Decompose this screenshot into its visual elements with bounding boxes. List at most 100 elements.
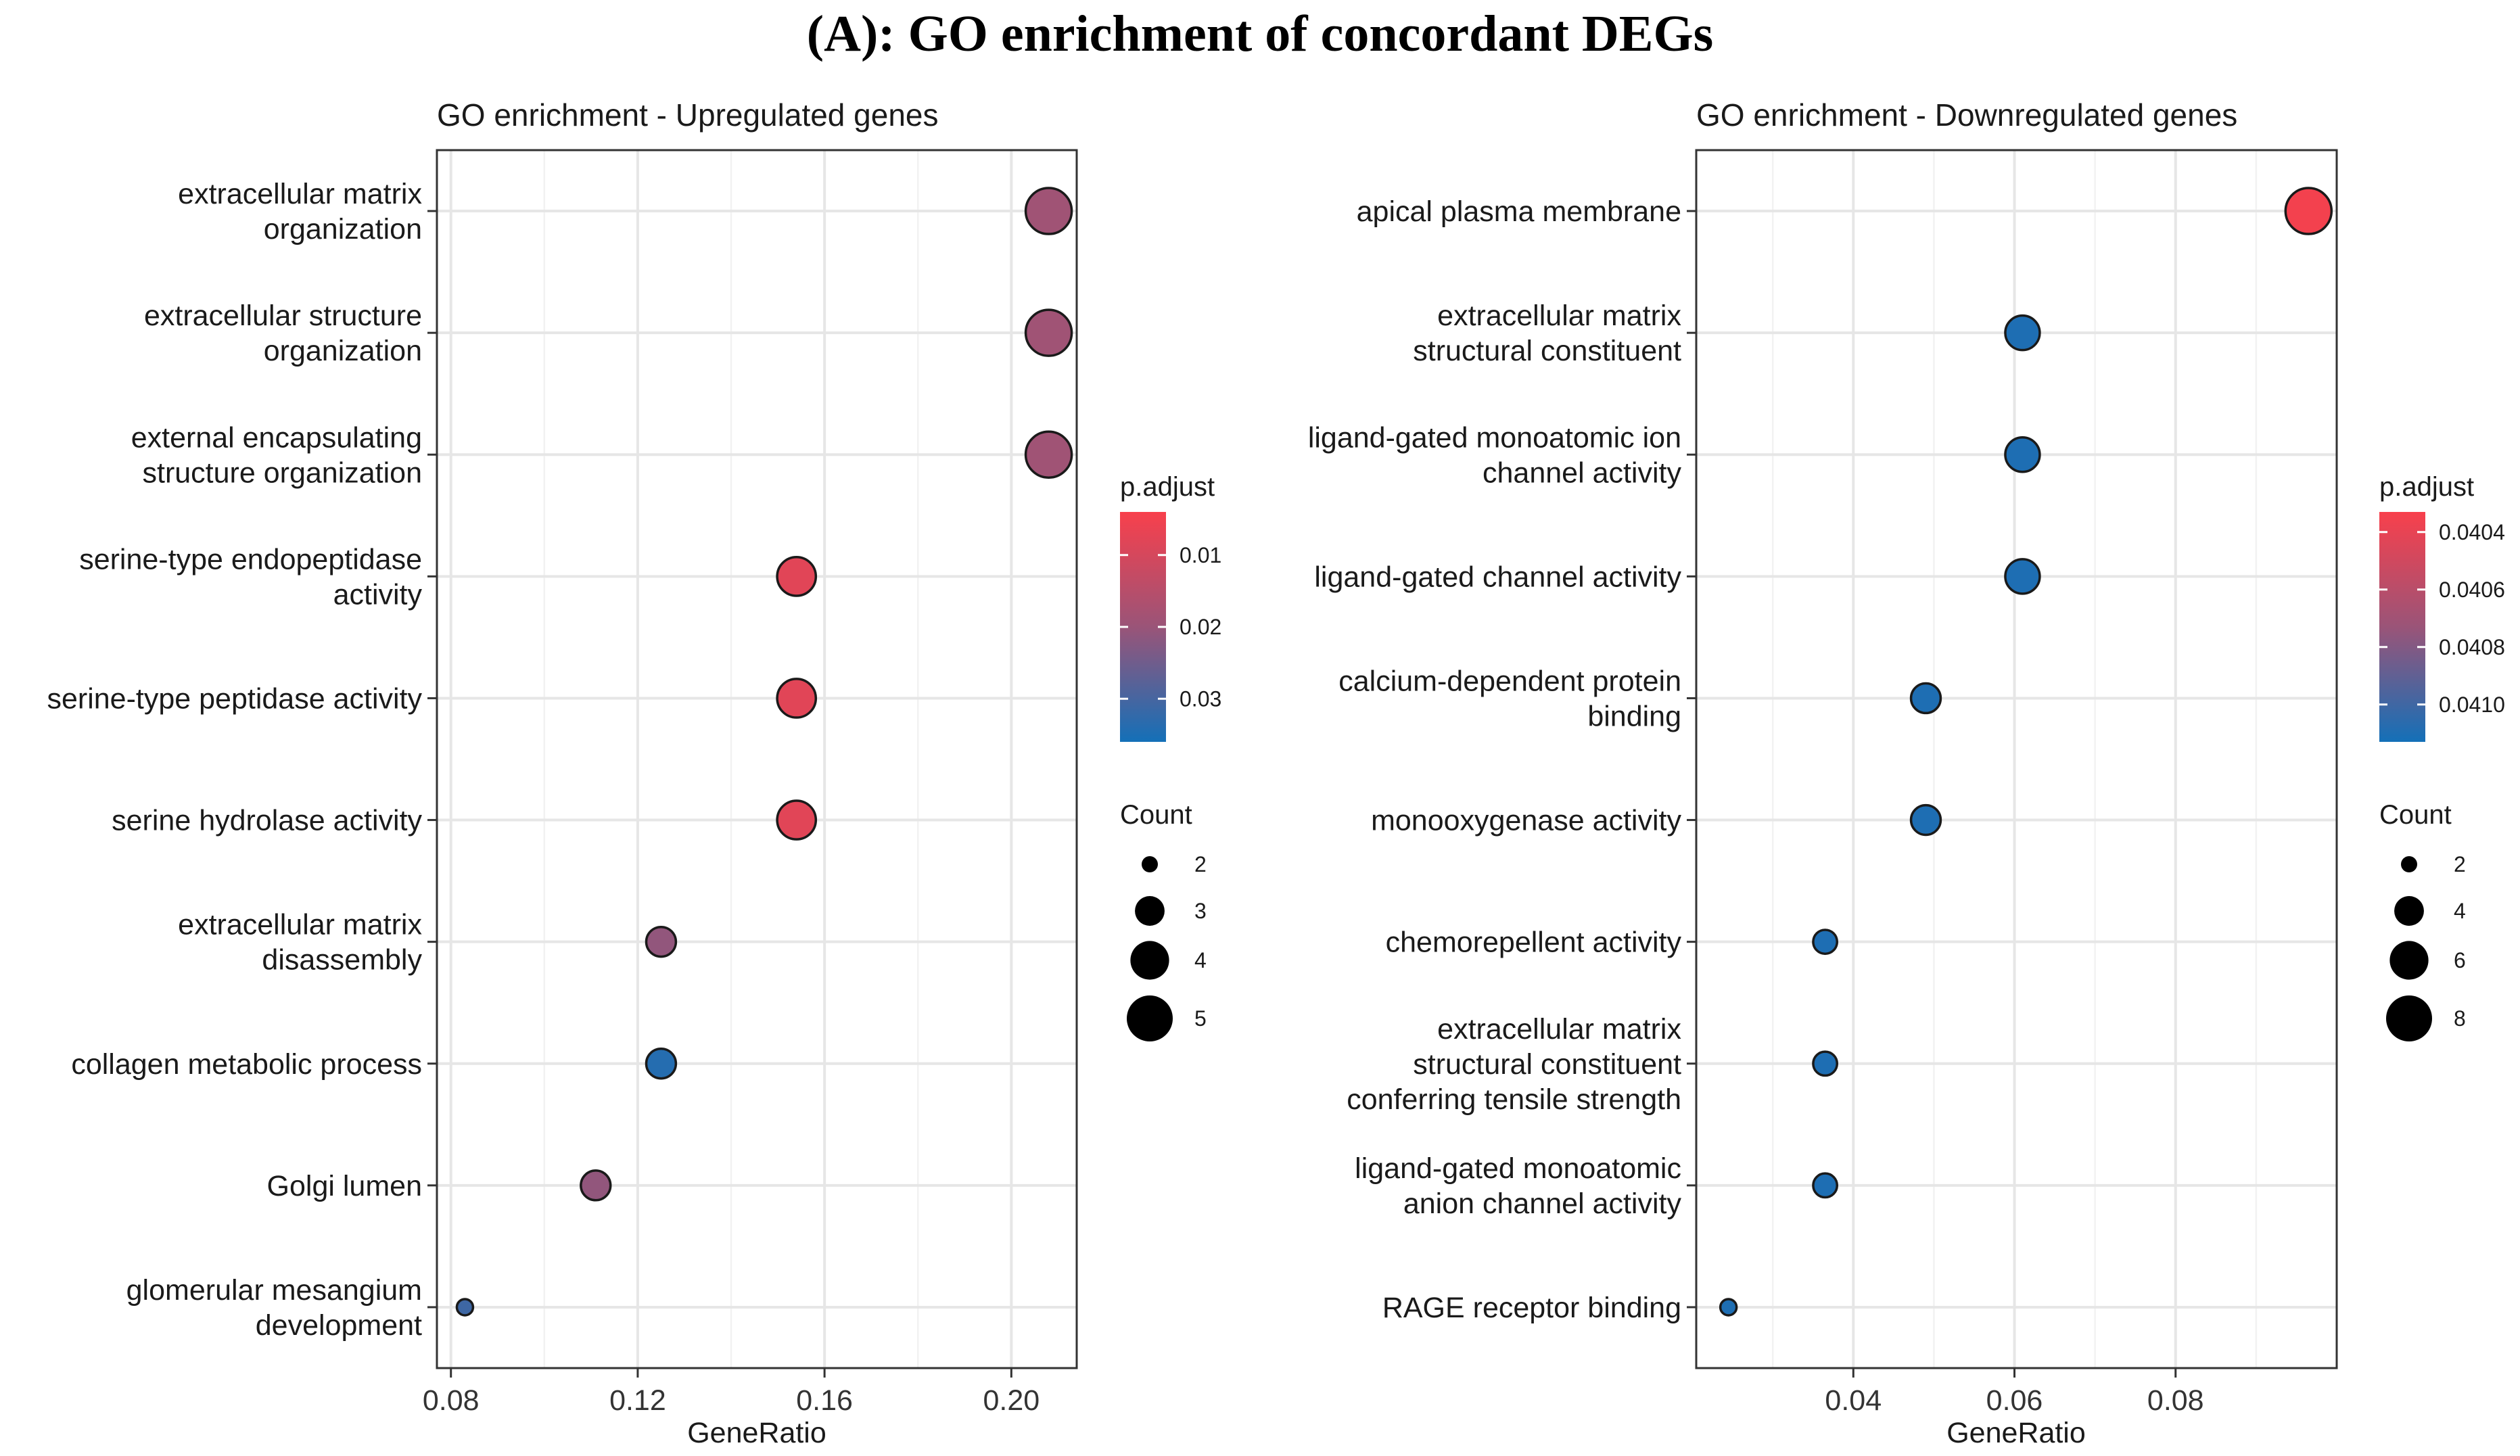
category-label: monooxygenase activity [1371, 805, 1681, 837]
size-legend-title: Count [2379, 800, 2452, 830]
x-axis-ticks: 0.08 0.12 0.16 0.20 [423, 1368, 1040, 1417]
size-legend-dot [2401, 856, 2417, 872]
data-point [645, 925, 678, 958]
category-label: channel activity [1483, 456, 1681, 489]
color-legend-title: p.adjust [2379, 472, 2474, 502]
grid-lines [437, 150, 1077, 1368]
category-label: structural constituent [1413, 335, 1681, 367]
data-point [2004, 558, 2041, 595]
category-label: serine hydrolase activity [112, 805, 422, 837]
size-legend-label: 4 [2454, 899, 2466, 923]
downregulated-panel: GO enrichment - Downregulated genes apic… [1308, 97, 2505, 1449]
category-label: Golgi lumen [267, 1170, 422, 1202]
size-legend-label: 8 [2454, 1006, 2466, 1031]
category-label: extracellular structure [144, 300, 422, 332]
data-point [1909, 682, 1942, 715]
color-scale-label: 0.01 [1180, 543, 1221, 567]
data-point [1909, 803, 1942, 837]
category-label: organization [264, 335, 422, 367]
plot-panel-border [436, 149, 1078, 1369]
category-label: ligand-gated monoatomic ion [1308, 421, 1681, 454]
category-label: ligand-gated channel activity [1314, 561, 1681, 593]
data-point [776, 555, 818, 597]
color-scale-bar [2379, 512, 2425, 742]
x-tick-label: 0.06 [1986, 1384, 2043, 1417]
size-legend-keys: 2 4 6 8 [2386, 852, 2466, 1041]
category-label: conferring tensile strength [1347, 1083, 1681, 1116]
size-legend-label: 6 [2454, 948, 2466, 972]
data-point [2004, 314, 2041, 352]
color-scale-label: 0.02 [1180, 615, 1221, 639]
category-label: ligand-gated monoatomic [1355, 1152, 1681, 1185]
size-legend-dot [1127, 995, 1173, 1041]
legend: p.adjust 0.01 0.02 0.03 Count 2 3 4 5 [1120, 472, 1221, 1041]
category-label: structural constituent [1413, 1048, 1681, 1081]
category-label: extracellular matrix [178, 178, 422, 210]
data-point [1812, 1172, 1839, 1199]
color-scale-ticks: 0.01 0.02 0.03 [1120, 543, 1221, 711]
color-scale-label: 0.0404 [2439, 520, 2505, 544]
data-point [1812, 1050, 1839, 1077]
data-point [1024, 187, 1073, 235]
category-label: external encapsulating [131, 421, 422, 454]
data-point [1024, 308, 1073, 357]
category-label: RAGE receptor binding [1382, 1292, 1681, 1324]
x-tick-label: 0.20 [983, 1384, 1040, 1417]
category-label: development [256, 1309, 422, 1342]
category-label: glomerular mesangium [126, 1274, 422, 1307]
panel-title: GO enrichment - Upregulated genes [437, 97, 939, 133]
size-legend-dot [2389, 941, 2429, 980]
category-label: serine-type endopeptidase [79, 543, 422, 576]
data-point [776, 799, 818, 841]
data-points [455, 187, 1073, 1317]
color-scale-label: 0.0406 [2439, 578, 2505, 602]
data-point [2004, 436, 2041, 473]
category-label: chemorepellent activity [1386, 926, 1682, 959]
data-point [1812, 929, 1839, 956]
color-scale-label: 0.03 [1180, 686, 1221, 711]
x-tick-label: 0.16 [796, 1384, 853, 1417]
category-labels: extracellular matrixorganizationextracel… [47, 178, 437, 1342]
data-points [1719, 187, 2333, 1317]
category-label: apical plasma membrane [1357, 195, 1681, 228]
category-label: extracellular matrix [1437, 1013, 1681, 1046]
upregulated-panel: GO enrichment - Upregulated genes extrac… [47, 97, 1221, 1449]
data-point [455, 1298, 475, 1317]
size-legend-dot [2386, 995, 2432, 1041]
category-label: extracellular matrix [178, 909, 422, 941]
category-labels: apical plasma membrane extracellular matr… [1308, 195, 1696, 1324]
size-legend-dot [1130, 941, 1169, 980]
category-label: binding [1587, 700, 1681, 732]
category-label: collagen metabolic process [71, 1048, 422, 1081]
x-tick-label: 0.04 [1825, 1384, 1882, 1417]
category-label: serine-type peptidase activity [47, 682, 422, 715]
color-scale-label: 0.0408 [2439, 635, 2505, 659]
color-scale-ticks: 0.0404 0.0406 0.0408 0.0410 [2379, 520, 2505, 717]
category-label: activity [333, 578, 423, 611]
color-scale-label: 0.0410 [2439, 692, 2505, 717]
size-legend-title: Count [1120, 800, 1192, 830]
category-label: calcium-dependent protein [1338, 665, 1681, 697]
size-legend-label: 2 [2454, 852, 2466, 876]
plot-panel-border [1695, 149, 2338, 1369]
size-legend-dot [1135, 896, 1165, 926]
size-legend-label: 4 [1194, 948, 1207, 972]
figure-title: (A): GO enrichment of concordant DEGs [807, 5, 1713, 62]
data-point [1719, 1298, 1738, 1317]
data-point [580, 1169, 612, 1202]
category-label: structure organization [143, 456, 423, 489]
data-point [645, 1048, 678, 1080]
size-legend-dot [2394, 896, 2424, 926]
x-axis-title: GeneRatio [1946, 1417, 2086, 1449]
size-legend-label: 2 [1194, 852, 1207, 876]
data-point [2284, 187, 2333, 235]
size-legend-label: 3 [1194, 899, 1207, 923]
panel-title: GO enrichment - Downregulated genes [1696, 97, 2237, 133]
size-legend-label: 5 [1194, 1006, 1207, 1031]
size-legend-dot [1142, 856, 1158, 872]
color-legend-title: p.adjust [1120, 472, 1215, 502]
size-legend-keys: 2 3 4 5 [1127, 852, 1207, 1041]
category-label: extracellular matrix [1437, 300, 1681, 332]
